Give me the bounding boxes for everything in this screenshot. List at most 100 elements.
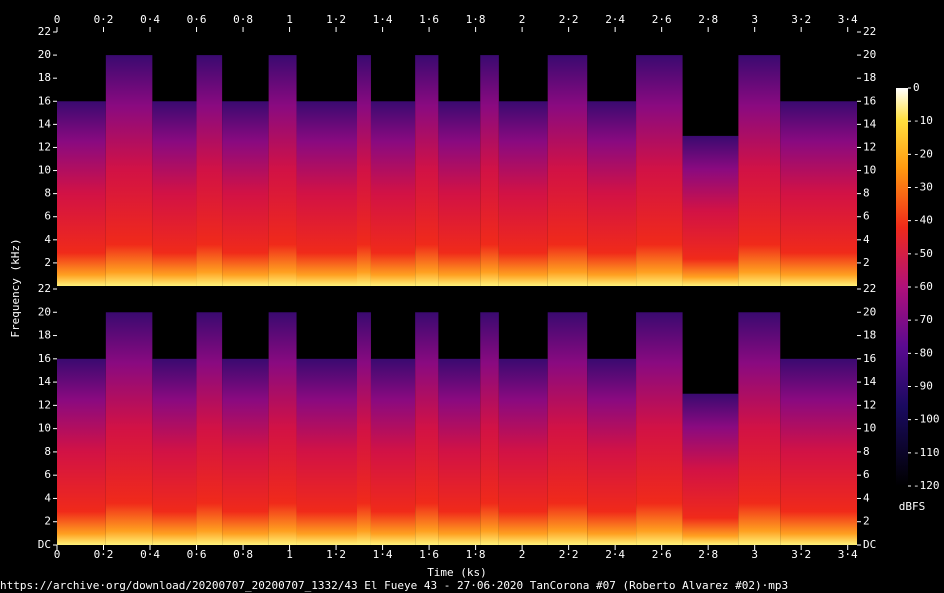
y-tick-label: 20	[863, 305, 876, 318]
y-tick-label: 4	[863, 491, 870, 504]
y-tick-label: 10	[863, 422, 876, 435]
y-tick-label: 4	[44, 491, 51, 504]
y-tick-label: 6	[44, 210, 51, 223]
spectrum-band	[636, 55, 683, 286]
y-tick-label: 2	[44, 256, 51, 269]
y-tick-label: 18	[863, 329, 876, 342]
y-tick-label: 18	[863, 71, 876, 84]
spectrum-band	[370, 101, 416, 286]
y-tick-label: 14	[38, 375, 52, 388]
y-tick-label: 8	[863, 445, 870, 458]
spectrum-band	[415, 55, 439, 286]
y-tick-label: 20	[38, 305, 51, 318]
x-axis-label: Time (ks)	[427, 566, 487, 579]
x-tick-label: 2·2	[559, 13, 579, 26]
x-tick-label: 2·4	[605, 548, 625, 561]
spectrum-band	[480, 312, 499, 545]
x-tick-label: 0·2	[94, 13, 114, 26]
spectrum-band	[222, 358, 269, 545]
x-tick-label: 0·4	[140, 548, 160, 561]
spectrum-band	[780, 358, 857, 545]
y-tick-label: 8	[44, 187, 51, 200]
y-tick-label: 12	[863, 140, 876, 153]
x-tick-label: 3·2	[791, 13, 811, 26]
colorbar-tick-label: -110	[913, 446, 940, 459]
y-tick-label: 10	[863, 164, 876, 177]
x-tick-label: 1	[286, 548, 293, 561]
x-tick-label: 2·8	[698, 548, 718, 561]
spectrum-band	[268, 55, 297, 286]
x-tick-label: 1	[286, 13, 293, 26]
colorbar-tick-label: -50	[913, 247, 933, 260]
x-tick-label: 2·4	[605, 13, 625, 26]
x-tick-label: 3·4	[838, 13, 858, 26]
spectrum-band	[480, 55, 499, 286]
y-tick-label: 8	[863, 187, 870, 200]
spectrum-band	[780, 101, 857, 286]
y-tick-label: 16	[38, 94, 51, 107]
y-tick-label: 20	[863, 48, 876, 61]
colorbar-tick-label: -60	[913, 280, 933, 293]
spectrum-band	[415, 312, 439, 545]
y-tick-label: 20	[38, 48, 51, 61]
colorbar-tick-label: -40	[913, 214, 933, 227]
y-tick-label: 22	[863, 25, 876, 38]
x-tick-label: 2·2	[559, 548, 579, 561]
y-tick-label: 22	[38, 282, 51, 295]
y-tick-label: 22	[38, 25, 51, 38]
colorbar-tick-label: 0	[913, 81, 920, 94]
spectrum-band	[738, 55, 781, 286]
x-tick-label: 2	[519, 13, 526, 26]
spectrum-band	[636, 312, 683, 545]
colorbar-label: dBFS	[899, 500, 926, 513]
y-tick-label: 2	[44, 515, 51, 528]
x-tick-label: 0·8	[233, 13, 253, 26]
x-tick-label: 3	[751, 13, 758, 26]
spectrum-band	[370, 358, 416, 545]
spectrum-band	[105, 55, 153, 286]
y-tick-label: 12	[863, 398, 876, 411]
x-tick-label: 1·2	[326, 13, 346, 26]
spectrum-band	[438, 358, 481, 545]
spectrum-band	[547, 55, 588, 286]
colorbar-tick-label: -30	[913, 181, 933, 194]
y-tick-label: 22	[863, 282, 876, 295]
x-tick-label: 3·4	[838, 548, 858, 561]
y-tick-label: 14	[863, 375, 877, 388]
colorbar	[896, 88, 908, 486]
y-tick-label: 10	[38, 164, 51, 177]
x-tick-label: 1·8	[466, 548, 486, 561]
footer: https://archive·org/download/20200707_20…	[0, 579, 788, 592]
y-tick-label: 14	[863, 117, 877, 130]
x-tick-label: 2	[519, 548, 526, 561]
x-tick-label: 3·2	[791, 548, 811, 561]
x-tick-label: 0·6	[187, 13, 207, 26]
spectrum-band	[498, 358, 548, 545]
spectrum-band	[152, 358, 197, 545]
y-tick-label: 8	[44, 445, 51, 458]
spectrum-band	[547, 312, 588, 545]
x-tick-label: 3	[751, 548, 758, 561]
spectrum-band	[357, 55, 371, 286]
y-tick-label: 18	[38, 71, 51, 84]
spectrum-band	[268, 312, 297, 545]
y-tick-label: 6	[863, 468, 870, 481]
x-tick-label: 2·8	[698, 13, 718, 26]
spectrum-band	[682, 135, 739, 286]
x-tick-label: 2·6	[652, 548, 672, 561]
y-tick-label: 14	[38, 117, 52, 130]
y-tick-label: 12	[38, 140, 51, 153]
x-tick-label: 1·8	[466, 13, 486, 26]
spectrum-band	[57, 101, 106, 286]
spectrum-band	[222, 101, 269, 286]
x-tick-label: 0·4	[140, 13, 160, 26]
spectrum-band	[498, 101, 548, 286]
x-tick-label: 0	[54, 548, 61, 561]
spectrum-band	[738, 312, 781, 545]
colorbar-tick-label: -80	[913, 346, 933, 359]
y-tick-label: 4	[863, 233, 870, 246]
spectrum-band	[296, 101, 357, 286]
y-tick-label: 16	[863, 94, 876, 107]
spectrum-band	[105, 312, 153, 545]
